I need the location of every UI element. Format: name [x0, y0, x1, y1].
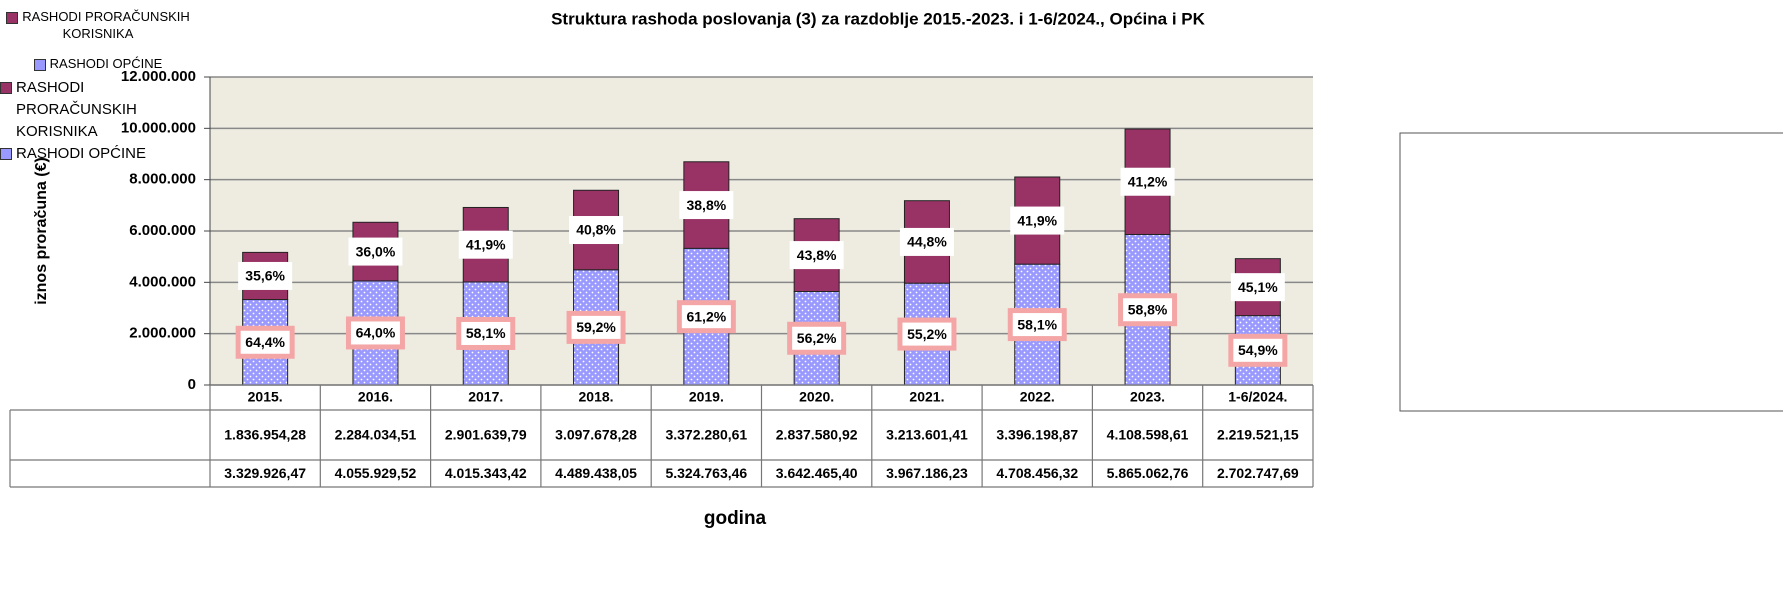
share-label: 59,2%	[576, 319, 616, 335]
legend-box	[1399, 132, 1783, 412]
share-label-box	[1230, 273, 1285, 302]
table-row-header: RASHODI PRORAČUNSKIH KORISNIKA	[0, 0, 196, 50]
share-label-box	[1010, 206, 1065, 235]
share-label-box	[569, 216, 624, 245]
share-label: 54,9%	[1238, 342, 1278, 358]
share-label-box	[1118, 293, 1178, 327]
share-label: 43,8%	[797, 247, 837, 263]
share-label: 40,8%	[576, 222, 616, 238]
table-row-name: RASHODI PRORAČUNSKIH KORISNIKA	[22, 9, 190, 41]
table-value: 2.901.639,79	[445, 427, 527, 443]
share-label-box	[345, 316, 405, 350]
table-value: 3.329.926,47	[224, 465, 306, 481]
share-label-box	[238, 261, 293, 290]
table-swatch	[33, 58, 46, 71]
legend-item: RASHODI OPĆINE	[0, 143, 1783, 165]
table-row-header-text: RASHODI OPĆINE	[33, 55, 163, 72]
table-value: 1.836.954,28	[224, 427, 306, 443]
x-axis-label: godina	[704, 508, 767, 529]
y-tick-label: 0	[188, 376, 196, 393]
table-value: 3.967.186,23	[886, 465, 968, 481]
y-axis-label: iznos proračuna (€)	[33, 157, 50, 305]
share-label-box	[1007, 308, 1067, 342]
legend-item: RASHODI PRORAČUNSKIH KORISNIKA	[0, 77, 1783, 143]
share-label: 41,2%	[1128, 173, 1168, 189]
table-value: 5.324.763,46	[665, 465, 747, 481]
x-tick-label: 2019.	[689, 389, 724, 405]
x-tick-label: 2015.	[248, 389, 283, 405]
chart-title: Struktura rashoda poslovanja (3) za razd…	[551, 9, 1206, 28]
x-tick-label: 2018.	[579, 389, 614, 405]
share-label-box	[456, 316, 516, 350]
x-tick-label: 2021.	[909, 389, 944, 405]
share-label-box	[1228, 333, 1288, 367]
table-value: 2.702.747,69	[1217, 465, 1299, 481]
table-value: 5.865.062,76	[1107, 465, 1189, 481]
share-label: 38,8%	[686, 197, 726, 213]
share-label: 41,9%	[1017, 212, 1057, 228]
share-label: 58,8%	[1128, 301, 1168, 317]
share-label: 41,9%	[466, 236, 506, 252]
x-tick-label: 2020.	[799, 389, 834, 405]
share-label: 45,1%	[1238, 279, 1278, 295]
table-row-header-text: RASHODI PRORAČUNSKIH KORISNIKA	[0, 8, 196, 42]
share-label: 35,6%	[245, 268, 285, 284]
legend-label: RASHODI OPĆINE	[16, 145, 147, 162]
share-label-box	[679, 191, 734, 220]
y-tick-label: 10.000.000	[121, 119, 196, 136]
share-label-box	[1120, 167, 1175, 196]
share-label: 58,1%	[1017, 316, 1057, 332]
share-label: 61,2%	[686, 308, 726, 324]
share-label-box	[899, 227, 954, 256]
table-value: 4.489.438,05	[555, 465, 637, 481]
table-value: 3.372.280,61	[665, 427, 747, 443]
table-value: 3.097.678,28	[555, 427, 637, 443]
legend-swatch	[0, 148, 12, 160]
share-label: 64,0%	[356, 325, 396, 341]
share-label-box	[789, 241, 844, 270]
table-swatch	[6, 11, 19, 24]
table-row-name: RASHODI OPĆINE	[49, 56, 163, 71]
table-value: 3.213.601,41	[886, 427, 968, 443]
y-tick-label: 4.000.000	[129, 273, 196, 290]
y-tick-label: 12.000.000	[121, 68, 196, 85]
table-value: 4.108.598,61	[1107, 427, 1189, 443]
share-label-box	[566, 310, 626, 344]
share-label: 58,1%	[466, 325, 506, 341]
table-value: 4.055.929,52	[335, 465, 417, 481]
table-value: 2.284.034,51	[335, 427, 417, 443]
table-value: 2.837.580,92	[776, 427, 858, 443]
table-value: 4.708.456,32	[996, 465, 1078, 481]
share-label: 64,4%	[245, 334, 285, 350]
share-label: 55,2%	[907, 326, 947, 342]
x-tick-label: 1-6/2024.	[1228, 389, 1287, 405]
share-label-box	[676, 300, 736, 334]
x-tick-label: 2016.	[358, 389, 393, 405]
x-tick-label: 2022.	[1020, 389, 1055, 405]
y-tick-label: 8.000.000	[129, 171, 196, 188]
share-label-box	[348, 237, 403, 266]
table-value: 3.642.465,40	[776, 465, 858, 481]
x-tick-label: 2023.	[1130, 389, 1165, 405]
table-value: 4.015.343,42	[445, 465, 527, 481]
table-value: 2.219.521,15	[1217, 427, 1299, 443]
share-label-box	[897, 317, 957, 351]
share-label-box	[458, 230, 513, 259]
share-label: 44,8%	[907, 234, 947, 250]
legend-swatch	[0, 82, 12, 94]
share-label: 36,0%	[356, 243, 396, 259]
x-tick-label: 2017.	[468, 389, 503, 405]
y-tick-label: 6.000.000	[129, 222, 196, 239]
share-label-box	[787, 321, 847, 355]
table-row-header: RASHODI OPĆINE	[0, 50, 196, 77]
share-label: 56,2%	[797, 330, 837, 346]
table-value: 3.396.198,87	[996, 427, 1078, 443]
y-tick-label: 2.000.000	[129, 325, 196, 342]
legend-label: RASHODI PRORAČUNSKIH KORISNIKA	[16, 79, 137, 140]
share-label-box	[235, 325, 295, 359]
